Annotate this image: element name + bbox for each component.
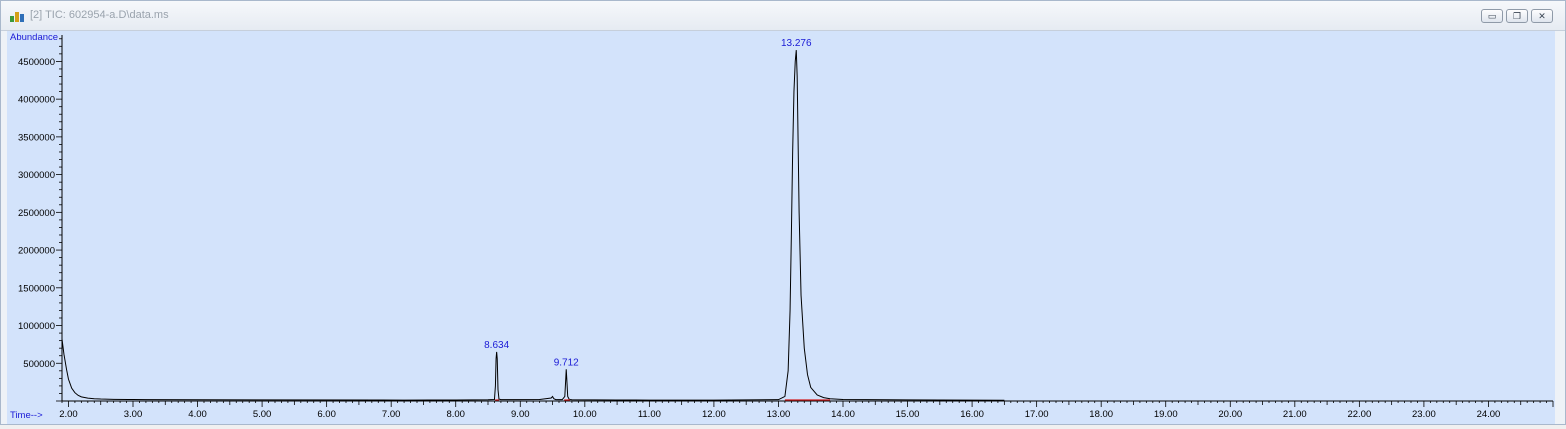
x-tick-label: 15.00: [896, 409, 920, 420]
x-tick-label: 11.00: [638, 409, 661, 420]
x-tick-label: 16.00: [960, 409, 984, 420]
minimize-button[interactable]: ▭: [1481, 9, 1503, 23]
close-button[interactable]: ✕: [1531, 9, 1553, 23]
chart-marks: 8.634 9.712 13.276: [61, 38, 1005, 401]
tic-trace-line: [61, 50, 1005, 401]
y-tick-label: 3000000: [18, 170, 55, 181]
x-tick-label: 4.00: [188, 409, 207, 420]
restore-icon: ❐: [1512, 11, 1522, 21]
y-tick-label: 2500000: [18, 208, 55, 219]
title-bar[interactable]: [2] TIC: 602954-a.D\data.ms ▭ ❐ ✕: [1, 1, 1565, 31]
x-tick-label: 20.00: [1218, 409, 1242, 420]
x-tick-label: 13.00: [767, 409, 791, 420]
x-tick-label: 14.00: [831, 409, 855, 420]
y-tick-label: 4000000: [18, 95, 55, 106]
x-tick-label: 8.00: [446, 409, 465, 420]
chemstation-app-icon: [10, 12, 24, 22]
x-tick-label: 12.00: [702, 409, 726, 420]
x-tick-label: 7.00: [382, 409, 401, 420]
plot-area[interactable]: [7, 31, 1555, 424]
y-tick-label: 500000: [23, 359, 55, 370]
x-axis-label: Time-->: [10, 410, 43, 421]
x-tick-label: 18.00: [1089, 409, 1113, 420]
y-axis-label: Abundance: [10, 32, 58, 43]
peak-label: 9.712: [554, 357, 579, 368]
y-tick-label: 2000000: [18, 246, 55, 257]
minimize-icon: ▭: [1487, 11, 1497, 21]
x-tick-label: 21.00: [1283, 409, 1307, 420]
x-tick-label: 3.00: [124, 409, 143, 420]
peak-label: 13.276: [781, 38, 812, 49]
x-tick-label: 17.00: [1025, 409, 1049, 420]
y-tick-label: 3500000: [18, 132, 55, 143]
x-tick-label: 6.00: [317, 409, 336, 420]
peak-label: 8.634: [484, 340, 509, 351]
y-tick-label: 1000000: [18, 321, 55, 332]
tic-chart[interactable]: 2.00 3.00 4.00 5.00 6.00 7.00 8.00 9.00 10.00 11.…: [7, 31, 1555, 424]
x-tick-label: 5.00: [253, 409, 272, 420]
x-tick-label: 2.00: [59, 409, 78, 420]
y-tick-label: 1500000: [18, 283, 55, 294]
restore-button[interactable]: ❐: [1506, 9, 1528, 23]
x-tick-label: 10.00: [573, 409, 597, 420]
y-tick-label: 4500000: [18, 57, 55, 68]
close-icon: ✕: [1538, 11, 1546, 21]
x-tick-label: 22.00: [1347, 409, 1371, 420]
x-tick-label: 9.00: [511, 409, 530, 420]
chromatogram-plot[interactable]: 2.00 3.00 4.00 5.00 6.00 7.00 8.00 9.00 10.00 11.…: [7, 31, 1555, 424]
x-tick-label: 19.00: [1154, 409, 1178, 420]
axes: 2.00 3.00 4.00 5.00 6.00 7.00 8.00 9.00 10.00 11.…: [18, 35, 1554, 420]
x-tick-label: 23.00: [1412, 409, 1436, 420]
x-tick-label: 24.00: [1477, 409, 1501, 420]
window-title: [2] TIC: 602954-a.D\data.ms: [30, 9, 169, 21]
